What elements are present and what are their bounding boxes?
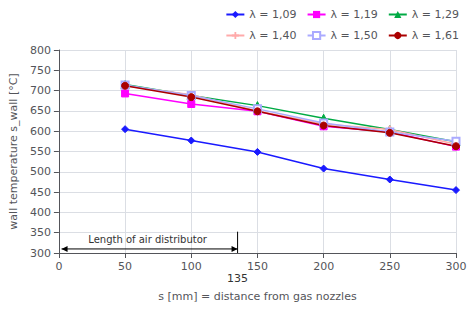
svg-text:750: 750 xyxy=(30,64,51,77)
svg-text:λ = 1,29: λ = 1,29 xyxy=(412,8,459,21)
svg-text:λ = 1,40: λ = 1,40 xyxy=(249,29,296,42)
svg-text:250: 250 xyxy=(379,260,400,273)
svg-text:0: 0 xyxy=(55,260,62,273)
svg-text:800: 800 xyxy=(30,44,51,57)
svg-text:Length of air distributor: Length of air distributor xyxy=(88,234,208,245)
svg-text:100: 100 xyxy=(181,260,202,273)
svg-text:600: 600 xyxy=(30,125,51,138)
svg-text:wall temperature s_wall [°C]: wall temperature s_wall [°C] xyxy=(7,73,20,229)
svg-text:λ = 1,19: λ = 1,19 xyxy=(331,8,378,21)
svg-text:300: 300 xyxy=(446,260,467,273)
svg-text:50: 50 xyxy=(118,260,132,273)
svg-text:500: 500 xyxy=(30,165,51,178)
svg-text:λ = 1,50: λ = 1,50 xyxy=(331,29,378,42)
svg-text:λ = 1,61: λ = 1,61 xyxy=(412,29,459,42)
svg-text:400: 400 xyxy=(30,206,51,219)
svg-text:λ = 1,09: λ = 1,09 xyxy=(249,8,296,21)
svg-text:450: 450 xyxy=(30,186,51,199)
svg-text:150: 150 xyxy=(247,260,268,273)
svg-text:300: 300 xyxy=(30,247,51,260)
svg-text:700: 700 xyxy=(30,84,51,97)
svg-text:650: 650 xyxy=(30,104,51,117)
svg-text:200: 200 xyxy=(313,260,334,273)
svg-text:s [mm] = distance from gas noz: s [mm] = distance from gas nozzles xyxy=(158,290,357,303)
svg-text:135: 135 xyxy=(227,272,248,285)
svg-text:350: 350 xyxy=(30,226,51,239)
svg-text:550: 550 xyxy=(30,145,51,158)
